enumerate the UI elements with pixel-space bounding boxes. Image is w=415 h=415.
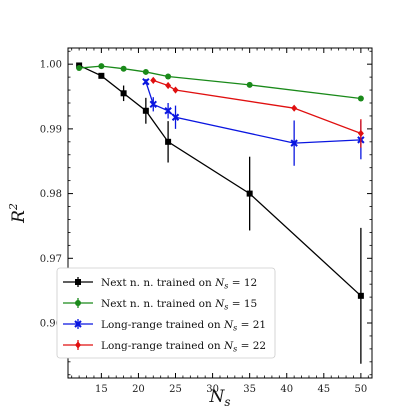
data-point [142,107,149,114]
y-axis-label-sup: 2 [7,203,20,211]
x-tick-label: 30 [206,384,219,395]
data-point [120,90,127,97]
legend-label-symbol: N [214,277,225,289]
legend-label-subscript: s [233,345,237,354]
tick-labels: 15 20 25 30 35 40 45 50 0.96 0.97 0.98 0.99 1.00 [40,60,368,395]
legend-label: Long-range trained on Ns = 22 [101,340,266,354]
y-axis-label-main: R [9,210,29,224]
legend-label: Next n. n. trained on Ns = 15 [101,298,257,312]
data-point [246,190,253,197]
x-axis-label: Ns [208,387,230,409]
legend-label-prefix: Next n. n. trained on [101,298,215,310]
data-point [164,107,172,115]
data-point [120,65,127,72]
legend-label: Long-range trained on Ns = 21 [101,319,266,333]
y-tick-label: 0.97 [40,254,62,265]
data-point [150,76,157,84]
x-axis-label-sub: s [224,395,230,409]
legend-item-1: Next n. n. trained on Ns = 12 [63,277,257,291]
legend-label-symbol: N [223,319,234,331]
y-tick-label: 0.96 [40,319,62,330]
legend-label-subscript: s [224,282,228,291]
data-point [149,100,157,109]
data-point [98,72,105,79]
x-tick-label: 15 [95,384,108,395]
data-point [165,81,172,90]
data-point [291,104,298,112]
x-tick-label: 40 [280,384,293,395]
series-layer [76,62,365,364]
data-point [165,138,172,145]
legend-label-subscript: s [224,303,228,312]
data-point [142,77,150,86]
data-point [98,63,105,70]
legend-marker [75,300,81,306]
y-tick-label: 0.98 [40,189,62,200]
data-point [171,113,180,121]
data-point [357,95,364,102]
data-point [142,68,149,75]
series-line [145,81,361,144]
legend-label-suffix: = 12 [228,277,257,289]
x-axis-label-main: N [208,387,225,407]
series-3 [142,77,365,166]
legend-label-prefix: Long-range trained on [101,319,224,331]
legend-label-prefix: Next n. n. trained on [101,277,215,289]
data-point [357,292,364,299]
legend-box [56,267,276,359]
legend-label-suffix: = 22 [237,340,266,352]
legend-label-prefix: Long-range trained on [101,340,224,352]
y-tick-label: 1.00 [40,60,62,71]
legend-label-suffix: = 21 [237,319,266,331]
legend-label: Next n. n. trained on Ns = 12 [101,277,257,291]
legend-label-symbol: N [223,340,234,352]
legend-item-3: Long-range trained on Ns = 21 [63,319,266,333]
legend-label-subscript: s [233,324,237,333]
legend-marker [74,320,82,328]
data-point [76,65,83,72]
plot-frame [67,47,373,379]
x-tick-label: 25 [169,384,182,395]
y-tick-label: 0.99 [40,124,62,135]
legend-label-suffix: = 15 [228,298,257,310]
series-2 [76,63,364,102]
legend-marker [75,279,81,285]
x-tick-label: 20 [132,384,145,395]
y-axis-label: R2 [7,203,29,224]
data-point [357,129,364,138]
legend-marker [75,341,81,349]
data-point [290,139,298,147]
x-tick-label: 50 [355,384,368,395]
x-tick-label: 35 [243,384,256,395]
legend-item-2: Next n. n. trained on Ns = 15 [63,298,257,312]
x-tick-label: 45 [317,384,330,395]
legend-item-4: Long-range trained on Ns = 22 [63,340,266,354]
legend-label-symbol: N [214,298,225,310]
series-1 [76,62,364,364]
data-point [165,73,172,80]
data-point [246,81,253,88]
data-point [172,86,179,94]
series-4 [150,76,364,148]
